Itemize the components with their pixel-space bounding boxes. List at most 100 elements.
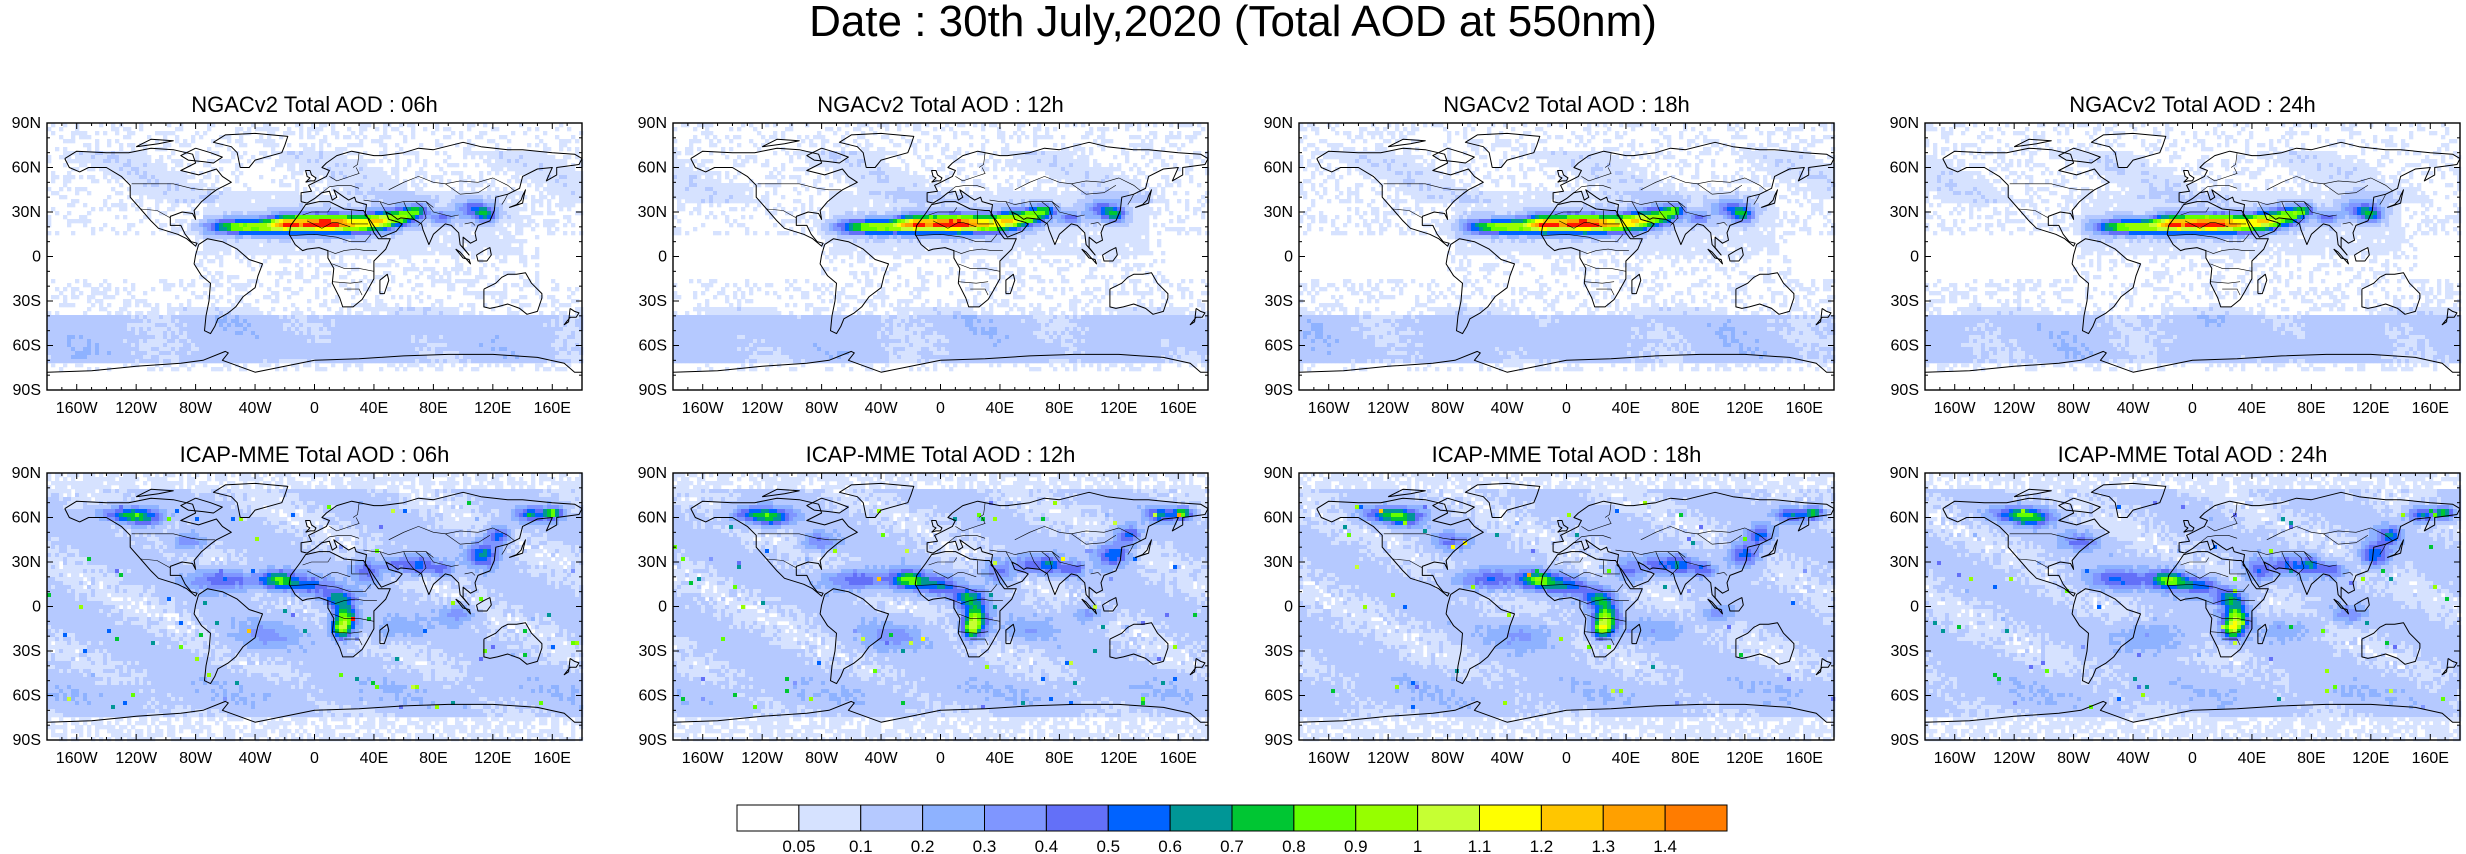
lon-tick-label: 120E (1726, 750, 1763, 767)
lat-tick-label: 60N (12, 160, 41, 177)
colorbar-label: 1.4 (1653, 837, 1677, 854)
lon-tick-label: 40W (2117, 750, 2151, 767)
aod-map-panel: 90N 60N 30N 0 30S 60S 90S 160W 120W 80W 40W 0 40E 80E… (638, 115, 1210, 417)
lat-tick-label: 60N (1264, 510, 1293, 527)
aod-field (1299, 473, 1836, 742)
colorbar-label: 0.9 (1344, 837, 1368, 854)
lat-tick-label: 30N (1264, 554, 1293, 571)
lat-tick-label: 90S (639, 382, 667, 399)
lat-tick-label: 60S (13, 688, 41, 705)
lon-tick-label: 40W (865, 750, 899, 767)
colorbar-box (1479, 804, 1542, 832)
lon-tick-label: 80E (1671, 400, 1699, 417)
lon-tick-label: 40E (1612, 400, 1640, 417)
lon-tick-label: 80E (419, 750, 447, 767)
colorbar-label: 0.4 (1035, 837, 1059, 854)
lat-tick-label: 60S (13, 338, 41, 355)
colorbar-box (922, 804, 986, 832)
colorbar-label: 0.5 (1096, 837, 1120, 854)
lat-tick-label: 30N (638, 554, 667, 571)
lon-tick-label: 40E (986, 750, 1014, 767)
panel-title: NGACv2 Total AOD : 18h (1287, 93, 1847, 117)
colorbar-label: 0.05 (782, 837, 815, 854)
lon-tick-label: 40W (2117, 400, 2151, 417)
aod-map-panel: 90N 60N 30N 0 30S 60S 90S 160W 120W 80W 40W 0 40E 80E… (12, 115, 584, 417)
aod-map-panel: 90N 60N 30N 0 30S 60S 90S 160W 120W 80W 40W 0 40E 80E… (638, 465, 1210, 767)
colorbar-box (1540, 804, 1604, 832)
lon-tick-label: 80W (805, 400, 839, 417)
colorbar-box (1231, 804, 1295, 832)
colorbar-box (1045, 804, 1109, 832)
colorbar-label: 1.3 (1591, 837, 1615, 854)
lat-tick-label: 90N (638, 115, 667, 132)
coastlines (1298, 482, 1835, 723)
lat-tick-label: 90N (12, 115, 41, 132)
lon-tick-label: 40W (239, 750, 273, 767)
lon-tick-label: 160W (1934, 400, 1977, 417)
lon-tick-label: 160E (1786, 400, 1823, 417)
lat-tick-label: 0 (1910, 599, 1919, 616)
lon-tick-label: 80E (1045, 400, 1073, 417)
panel-title: ICAP-MME Total AOD : 12h (661, 443, 1221, 467)
lon-tick-label: 40E (1612, 750, 1640, 767)
lat-tick-label: 90S (1265, 732, 1293, 749)
lat-tick-label: 60N (1264, 160, 1293, 177)
colorbar-box (1417, 804, 1481, 832)
lat-tick-label: 0 (658, 599, 667, 616)
lon-tick-label: 0 (2188, 400, 2197, 417)
panel-title: ICAP-MME Total AOD : 06h (35, 443, 595, 467)
colorbar-box (984, 804, 1047, 832)
lat-tick-label: 60N (1890, 510, 1919, 527)
colorbar-label: 1 (1413, 837, 1422, 854)
lon-tick-label: 80W (2057, 750, 2091, 767)
aod-colorbar: 0.05 0.1 0.2 0.3 0.4 0.5 0.6 0.7 0.8 0.9 1 1.1 1.2 1.… (736, 804, 1728, 854)
lon-tick-label: 80W (2057, 400, 2091, 417)
aod-map-panel: 90N 60N 30N 0 30S 60S 90S 160W 120W 80W 40W 0 40E 80E… (1890, 465, 2462, 767)
lat-tick-label: 30N (1890, 204, 1919, 221)
lat-tick-label: 60N (638, 510, 667, 527)
lon-tick-label: 40E (360, 750, 388, 767)
colorbar-label: 1.2 (1530, 837, 1554, 854)
lat-tick-label: 60S (1265, 688, 1293, 705)
aod-field (673, 473, 1210, 742)
lat-tick-label: 30S (1891, 643, 1919, 660)
colorbar-label: 1.1 (1468, 837, 1492, 854)
lat-tick-label: 30N (12, 554, 41, 571)
lon-tick-label: 0 (1562, 400, 1571, 417)
lat-tick-label: 60S (1891, 338, 1919, 355)
colorbar-label: 0.6 (1158, 837, 1182, 854)
lon-tick-label: 160E (2412, 400, 2449, 417)
country-borders (1383, 502, 1768, 646)
lon-tick-label: 80W (1431, 750, 1465, 767)
lon-tick-label: 80W (805, 750, 839, 767)
lat-tick-label: 0 (1910, 249, 1919, 266)
aod-map-panel: 90N 60N 30N 0 30S 60S 90S 160W 120W 80W 40W 0 40E 80E… (1264, 115, 1836, 417)
lon-tick-label: 80E (2297, 400, 2325, 417)
lat-tick-label: 90N (1890, 465, 1919, 482)
lon-tick-label: 0 (310, 400, 319, 417)
lat-tick-label: 90N (1890, 115, 1919, 132)
lat-tick-label: 30S (639, 293, 667, 310)
lon-tick-label: 120E (2352, 750, 2389, 767)
lat-tick-label: 60S (1265, 338, 1293, 355)
lon-tick-label: 40W (1491, 750, 1525, 767)
aod-map-panel: 90N 60N 30N 0 30S 60S 90S 160W 120W 80W 40W 0 40E 80E… (12, 465, 584, 767)
colorbar-label: 0.1 (849, 837, 873, 854)
lon-tick-label: 40E (986, 400, 1014, 417)
lat-tick-label: 90N (1264, 465, 1293, 482)
lat-tick-label: 30S (1265, 293, 1293, 310)
lon-tick-label: 160W (1308, 750, 1351, 767)
coastlines (1924, 132, 2461, 373)
lat-tick-label: 0 (658, 249, 667, 266)
lon-tick-label: 0 (936, 750, 945, 767)
panel-title: ICAP-MME Total AOD : 18h (1287, 443, 1847, 467)
lon-tick-label: 80W (179, 750, 213, 767)
lat-tick-label: 90S (13, 382, 41, 399)
lon-tick-label: 80W (1431, 400, 1465, 417)
aod-field (47, 473, 584, 742)
coastlines (1298, 132, 1835, 373)
lon-tick-label: 160W (56, 400, 99, 417)
coastlines (46, 132, 583, 373)
lat-tick-label: 90S (639, 732, 667, 749)
aod-map-panel: 90N 60N 30N 0 30S 60S 90S 160W 120W 80W 40W 0 40E 80E… (1264, 465, 1836, 767)
